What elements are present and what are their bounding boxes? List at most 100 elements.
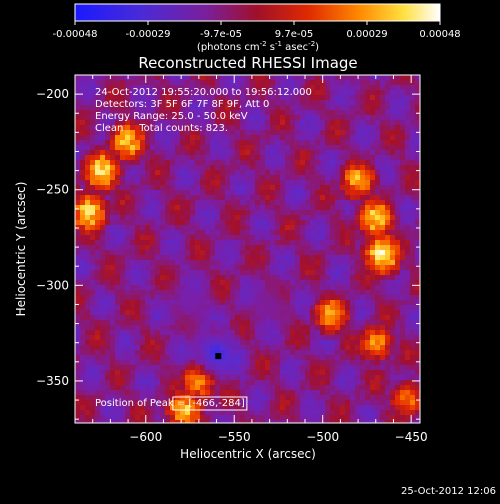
heatmap-cell xyxy=(120,260,126,266)
heatmap-cell xyxy=(310,335,316,341)
heatmap-cell xyxy=(255,340,261,346)
heatmap-cell xyxy=(290,220,296,226)
heatmap-cell xyxy=(365,310,371,316)
heatmap-cell xyxy=(145,285,151,291)
heatmap-cell xyxy=(170,105,176,111)
heatmap-cell xyxy=(115,165,121,171)
heatmap-cell xyxy=(245,160,251,166)
heatmap-cell xyxy=(85,135,91,141)
heatmap-cell xyxy=(380,250,386,256)
heatmap-cell xyxy=(145,275,151,281)
heatmap-cell xyxy=(115,340,121,346)
heatmap-cell xyxy=(135,395,141,401)
heatmap-cell xyxy=(310,330,316,336)
heatmap-cell xyxy=(220,280,226,286)
heatmap-cell xyxy=(285,370,291,376)
heatmap-cell xyxy=(180,225,186,231)
heatmap-cell xyxy=(90,155,96,161)
heatmap-cell xyxy=(260,85,266,91)
heatmap-cell xyxy=(250,110,256,116)
heatmap-cell xyxy=(405,395,411,401)
heatmap-cell xyxy=(255,205,261,211)
heatmap-cell xyxy=(250,285,256,291)
heatmap-cell xyxy=(265,85,271,91)
heatmap-cell xyxy=(195,320,201,326)
heatmap-cell xyxy=(95,295,101,301)
heatmap-cell xyxy=(150,400,156,406)
heatmap-cell xyxy=(205,220,211,226)
heatmap-cell xyxy=(150,190,156,196)
heatmap-cell xyxy=(215,75,221,81)
heatmap-cell xyxy=(290,185,296,191)
heatmap-cell xyxy=(405,335,411,341)
heatmap-cell xyxy=(285,190,291,196)
heatmap-cell xyxy=(325,80,331,86)
heatmap-cell xyxy=(280,410,286,416)
heatmap-cell xyxy=(130,150,136,156)
heatmap-cell xyxy=(270,80,276,86)
heatmap-cell xyxy=(95,330,101,336)
heatmap-cell xyxy=(230,315,236,321)
heatmap-cell xyxy=(390,300,396,306)
heatmap-cell xyxy=(175,210,181,216)
heatmap-cell xyxy=(120,120,126,126)
heatmap-cell xyxy=(75,215,81,221)
heatmap-cell xyxy=(410,365,416,371)
heatmap-cell xyxy=(395,230,401,236)
heatmap-cell xyxy=(180,345,186,351)
heatmap-cell xyxy=(105,145,111,151)
heatmap-cell xyxy=(395,260,401,266)
colorbar-unit-label: (photons cm-2 s-1 asec-2) xyxy=(197,40,319,53)
heatmap-cell xyxy=(120,160,126,166)
heatmap-cell xyxy=(250,310,256,316)
heatmap-cell xyxy=(320,250,326,256)
heatmap-cell xyxy=(175,405,181,411)
heatmap-cell xyxy=(255,135,261,141)
heatmap-cell xyxy=(380,335,386,341)
heatmap-cell xyxy=(390,205,396,211)
heatmap-cell xyxy=(85,245,91,251)
heatmap-cell xyxy=(95,145,101,151)
heatmap-cell xyxy=(135,350,141,356)
heatmap-cell xyxy=(410,90,416,96)
heatmap-cell xyxy=(385,100,391,106)
heatmap-cell xyxy=(150,340,156,346)
heatmap-cell xyxy=(80,235,86,241)
heatmap-cell xyxy=(80,250,86,256)
heatmap-cell xyxy=(280,110,286,116)
heatmap-cell xyxy=(395,255,401,261)
heatmap-cell xyxy=(415,320,420,326)
heatmap-cell xyxy=(140,270,146,276)
heatmap-cell xyxy=(310,210,316,216)
heatmap-cell xyxy=(305,230,311,236)
heatmap-cell xyxy=(320,290,326,296)
heatmap-cell xyxy=(165,295,171,301)
heatmap-cell xyxy=(380,395,386,401)
heatmap-cell xyxy=(375,130,381,136)
heatmap-cell xyxy=(320,255,326,261)
heatmap-cell xyxy=(325,205,331,211)
heatmap-cell xyxy=(400,285,406,291)
heatmap-cell xyxy=(145,375,151,381)
heatmap-cell xyxy=(285,155,291,161)
heatmap-cell xyxy=(145,235,151,241)
heatmap-cell xyxy=(265,395,271,401)
heatmap-cell xyxy=(165,215,171,221)
heatmap-cell xyxy=(250,150,256,156)
heatmap-cell xyxy=(290,260,296,266)
heatmap-cell xyxy=(305,135,311,141)
heatmap-cell xyxy=(270,185,276,191)
heatmap-cell xyxy=(270,100,276,106)
heatmap-cell xyxy=(345,145,351,151)
heatmap-cell xyxy=(260,400,266,406)
heatmap-cell xyxy=(205,225,211,231)
heatmap-cell xyxy=(385,185,391,191)
heatmap-cell xyxy=(160,155,166,161)
heatmap-cell xyxy=(100,395,106,401)
heatmap-cell xyxy=(210,375,216,381)
heatmap-cell xyxy=(80,160,86,166)
heatmap-cell xyxy=(150,345,156,351)
heatmap-cell xyxy=(300,145,306,151)
heatmap-cell xyxy=(375,260,381,266)
heatmap-cell xyxy=(395,180,401,186)
